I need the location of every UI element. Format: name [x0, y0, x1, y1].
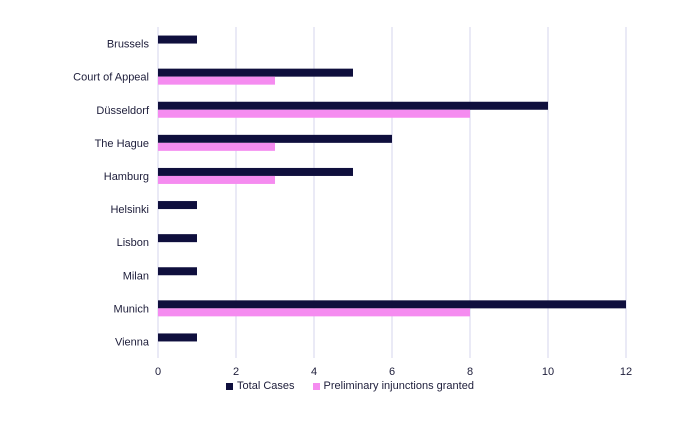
bar-total-cases: [158, 35, 197, 44]
bar-preliminary-injunctions: [158, 76, 275, 85]
bar-total-cases: [158, 134, 392, 143]
bars: [158, 35, 626, 342]
y-axis-labels: Brussels Court of Appeal Düsseldorf The Hag…: [73, 39, 150, 349]
y-tick-label: Hamburg: [104, 171, 149, 183]
bar-preliminary-injunctions: [158, 175, 275, 184]
legend-swatch-total-cases: [226, 382, 234, 390]
y-tick-label: Lisbon: [117, 237, 149, 249]
y-tick-label: Milan: [123, 270, 149, 282]
bar-total-cases: [158, 167, 353, 176]
y-tick-label: Düsseldorf: [96, 105, 150, 117]
legend-item-preliminary-injunctions: Preliminary injunctions granted: [312, 380, 474, 392]
bar-total-cases: [158, 267, 197, 276]
bar-preliminary-injunctions: [158, 142, 275, 151]
x-tick-label: 2: [233, 366, 239, 378]
legend-swatch-preliminary-injunctions: [312, 382, 320, 390]
x-axis-labels: 0 2 4 6 8 10 12: [155, 366, 632, 378]
y-tick-label: Helsinki: [110, 204, 149, 216]
legend: Total Cases Preliminary injunctions gran…: [0, 380, 700, 392]
bar-total-cases: [158, 300, 626, 309]
bar-total-cases: [158, 234, 197, 243]
bar-total-cases: [158, 68, 353, 77]
bar-preliminary-injunctions: [158, 109, 470, 118]
x-tick-label: 4: [311, 366, 317, 378]
x-tick-label: 10: [542, 366, 554, 378]
legend-item-total-cases: Total Cases: [226, 380, 295, 392]
y-tick-label: The Hague: [95, 138, 149, 150]
x-tick-label: 12: [620, 366, 632, 378]
y-tick-label: Vienna: [115, 336, 150, 348]
y-tick-label: Munich: [114, 303, 149, 315]
x-tick-label: 6: [389, 366, 395, 378]
bar-total-cases: [158, 333, 197, 342]
x-tick-label: 8: [467, 366, 473, 378]
legend-label-preliminary-injunctions: Preliminary injunctions granted: [323, 380, 474, 392]
bar-total-cases: [158, 201, 197, 210]
legend-label-total-cases: Total Cases: [237, 380, 295, 392]
bar-total-cases: [158, 101, 548, 110]
x-tick-label: 0: [155, 366, 161, 378]
y-tick-label: Brussels: [107, 39, 150, 51]
y-tick-label: Court of Appeal: [73, 72, 149, 84]
bar-preliminary-injunctions: [158, 308, 470, 317]
